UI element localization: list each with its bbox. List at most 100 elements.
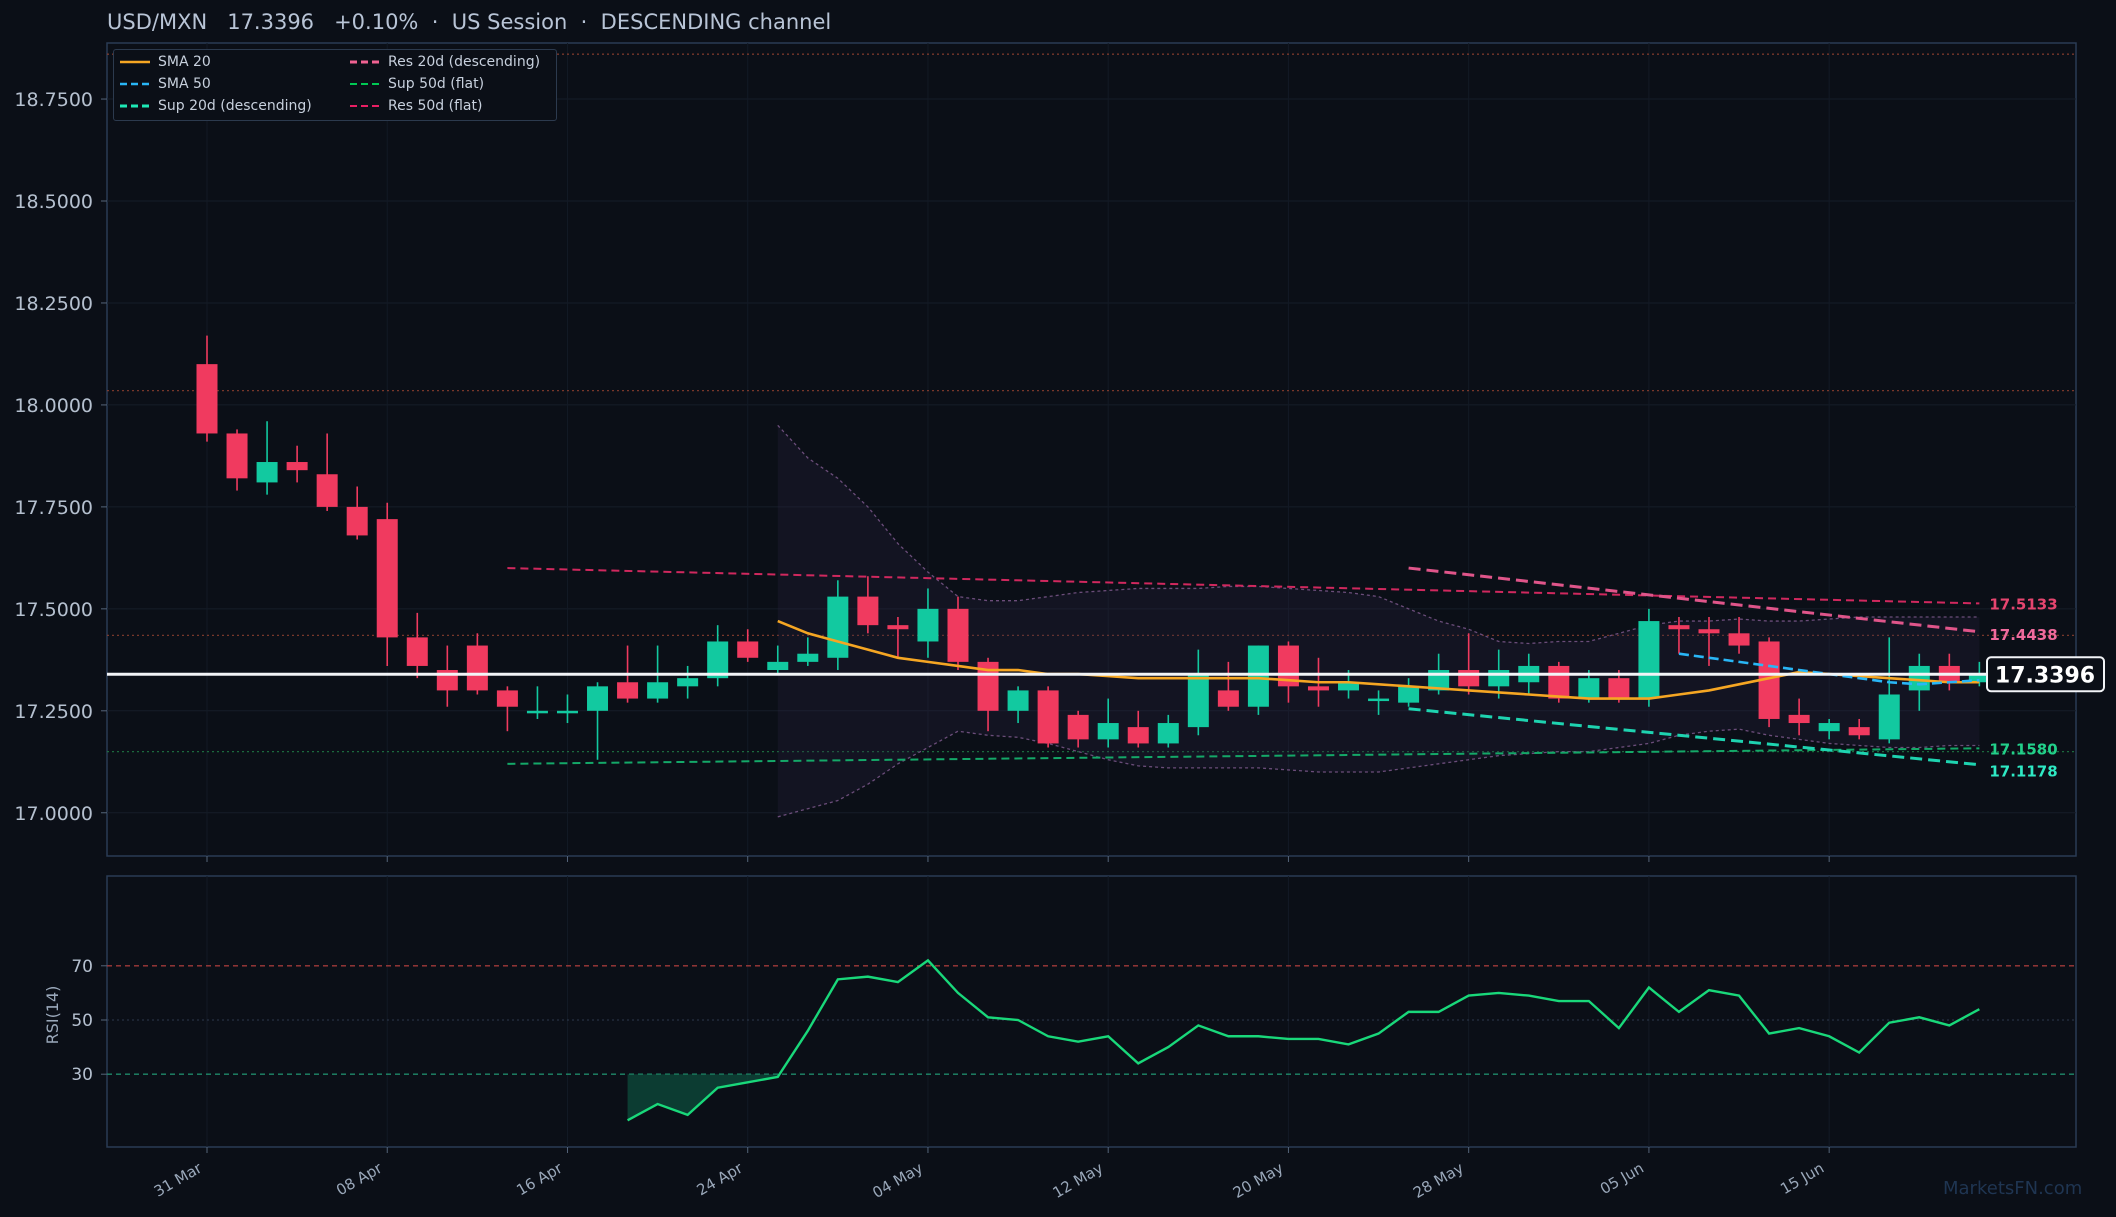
y-tick-label: 17.5000 [14,599,93,621]
legend: SMA 20 SMA 50 Sup 20d (descending) Res 2… [113,49,557,121]
candle-body [196,364,218,434]
rsi-line [626,958,1980,1122]
x-tick-label: 05 Jun [1597,1159,1647,1198]
y-tick-label: 18.2500 [14,293,93,315]
candle-body [1668,625,1690,630]
x-tick-label: 04 May [869,1159,926,1202]
candle-body [1097,723,1119,740]
x-tick-label: 12 May [1050,1159,1107,1202]
candle-body [1007,690,1029,711]
legend-item-res20: Res 20d (descending) [350,54,541,70]
bollinger-lower-line [777,728,1980,818]
candle-body [1818,723,1840,732]
x-tick-label: 16 Apr [513,1158,566,1199]
candle-body [1578,678,1600,699]
candle-body [1247,645,1269,707]
candle-body [1488,670,1510,687]
candle-body [947,608,969,662]
trendline-res-20d-descending- [1408,566,1980,634]
candle-body [1908,665,1930,691]
candle-body [466,645,488,691]
candle-body [1398,686,1420,703]
trendline-end-label: 17.4438 [1989,626,2057,644]
candle-body [1157,723,1179,744]
legend-item-res50: Res 50d (flat) [350,98,483,114]
candle-body [617,682,639,699]
candle-body [1338,682,1360,691]
candle-body [1698,629,1720,634]
candle-body [797,653,819,662]
candle-body [1878,694,1900,740]
x-tick-label: 31 Mar [151,1158,206,1200]
x-tick-label: 08 Apr [333,1158,386,1199]
candle-body [1848,727,1870,736]
price-tag-label: 17.3396 [1995,663,2095,688]
candle-body [1037,690,1059,744]
rsi-y-tick-label: 30 [71,1065,93,1085]
legend-item-sup50: Sup 50d (flat) [350,76,485,92]
legend-item-sma50: SMA 50 [120,76,211,92]
rsi-panel-frame [106,875,2077,1148]
candle-body [1307,686,1329,691]
candle-body [587,686,609,711]
y-tick-label: 17.7500 [14,497,93,519]
candle-body [406,637,428,666]
x-tick-label: 24 Apr [694,1158,747,1199]
x-tick-label: 15 Jun [1777,1159,1827,1198]
candle-body [1548,665,1570,699]
candle-body [1127,727,1149,744]
candle-body [1728,633,1750,646]
candle-body [707,641,729,679]
x-tick-label: 20 May [1230,1159,1287,1202]
candle-body [376,519,398,638]
candle-body [677,678,699,687]
y-tick-label: 18.5000 [14,191,93,213]
trendline-res-50d-flat- [507,567,1980,605]
candle-body [917,608,939,642]
candle-body [1608,678,1630,699]
candle-body [1638,621,1660,699]
candle-body [346,506,368,536]
y-tick-label: 17.0000 [14,803,93,825]
candle-body [857,596,879,626]
candle-body [286,462,308,471]
price-panel-frame [106,42,2077,857]
rsi-oversold-fill [627,1074,778,1121]
legend-item-sup20: Sup 20d (descending) [120,98,312,114]
sma20-line [777,619,1980,700]
candle-body [226,433,248,479]
candle-body [887,625,909,630]
trendline-sup-50d-flat- [507,747,1980,765]
candle-body [827,596,849,658]
watermark: MarketsFN.com [1943,1178,2083,1199]
candle-body [496,690,518,707]
candle-body [1067,714,1089,740]
candle-body [647,682,669,699]
candle-body [767,661,789,671]
candle-body [737,641,759,658]
candle-body [526,710,548,714]
candle-body [316,474,338,507]
rsi-axis-label: RSI(14) [43,986,62,1045]
candle-body [1277,645,1299,687]
trendline-end-label: 17.1580 [1989,740,2057,758]
x-tick-label: 28 May [1410,1159,1467,1202]
rsi-y-tick-label: 50 [71,1011,93,1031]
chart-title: USD/MXN 17.3396 +0.10% · US Session · DE… [107,10,832,34]
candle-body [556,710,578,714]
y-tick-label: 17.2500 [14,701,93,723]
rsi-y-tick-label: 70 [71,957,93,977]
candle-body [1758,641,1780,719]
price-tag-box [1986,656,2105,693]
trendline-sup-20d-descending- [1408,707,1980,767]
trendline-end-label: 17.1178 [1989,763,2057,781]
candle-body [1217,690,1239,707]
y-tick-label: 18.0000 [14,395,93,417]
candle-body [1788,714,1810,724]
candle-body [1458,670,1480,687]
y-tick-label: 18.7500 [14,89,93,111]
candle-body [1368,698,1390,702]
candle-body [256,462,278,483]
trendline-end-label: 17.5133 [1989,595,2057,613]
